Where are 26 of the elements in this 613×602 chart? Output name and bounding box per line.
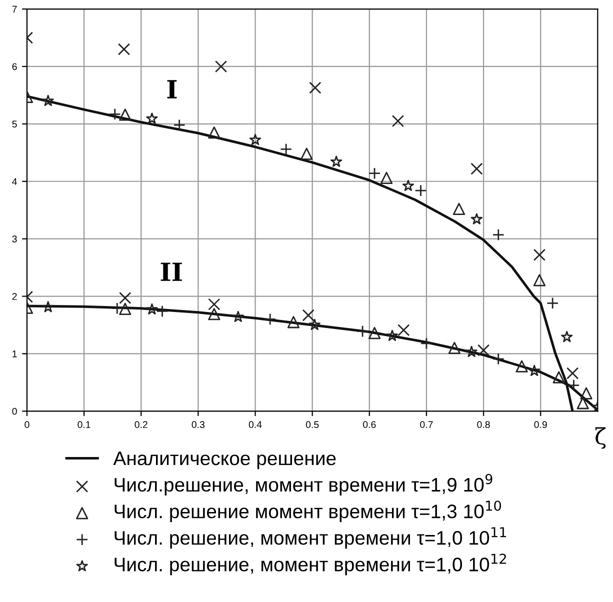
y-tick-label: 7: [12, 6, 17, 13]
y-tick-label: 2: [12, 293, 17, 300]
x-tick-label: 0.5: [306, 421, 319, 428]
annotation: I: [167, 80, 177, 98]
legend-label: Аналитическое решение: [113, 452, 336, 470]
x-tick-label: 0.9: [534, 421, 547, 428]
x-tick-label: 0.2: [134, 421, 148, 428]
x-tick-label: 0.1: [78, 421, 90, 428]
x-tick-label: 0.4: [248, 421, 262, 428]
legend-label: Числ. решение, момент времени τ=1,0 10$^{11}$: [114, 527, 506, 549]
y-tick-label: 0: [12, 408, 17, 415]
x-axis-title: ζ: [595, 427, 606, 449]
annotation: II: [160, 262, 182, 281]
y-tick-label: 6: [12, 63, 17, 70]
legend-label: Числ. решение, момент времени τ=1,0 10$^{12}$: [114, 554, 506, 576]
legend-label: Числ.решение, момент времени τ=1,9 10$^{9}$: [114, 474, 492, 496]
x-tick-label: 0: [24, 421, 30, 428]
x-tick-label: 0.8: [477, 421, 490, 428]
x-tick-label: 0.6: [363, 421, 376, 428]
y-tick-label: 5: [12, 120, 17, 128]
y-tick-label: 1: [12, 350, 17, 358]
x-tick-label: 0.3: [192, 421, 205, 428]
y-tick-label: 4: [12, 178, 17, 185]
legend-label: Числ. решение момент времени τ=1,3 10$^{10}$: [114, 500, 502, 522]
x-tick-label: 0.7: [420, 421, 433, 428]
y-tick-label: 3: [12, 236, 17, 242]
